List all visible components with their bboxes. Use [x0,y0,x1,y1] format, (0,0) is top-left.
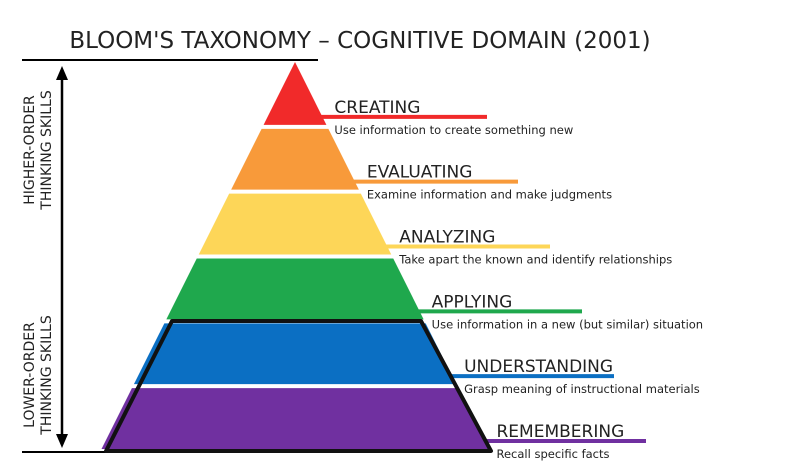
level-description: Take apart the known and identify relati… [398,253,672,267]
title: BLOOM'S TAXONOMY – COGNITIVE DOMAIN (200… [69,28,650,54]
pyramid-level [133,323,457,385]
higher-label: THINKING SKILLS [39,90,55,211]
level-name: REMEMBERING [497,422,625,442]
pyramid-level [166,258,424,320]
pyramid-level [101,388,489,449]
level-description: Grasp meaning of instructional materials [464,382,700,396]
arrow-head [56,434,68,448]
level-name: APPLYING [432,292,513,312]
pyramid-level [231,128,359,190]
level-description: Use information to create something new [334,123,573,137]
lower-order-outline [104,319,493,453]
pyramid-level [263,62,327,125]
level-name: CREATING [334,98,420,118]
arrow-head [56,66,68,80]
higher-label: HIGHER-ORDER [22,95,38,205]
level-description: Use information in a new (but similar) s… [432,317,703,331]
level-name: EVALUATING [367,163,473,183]
level-description: Recall specific facts [497,447,610,461]
level-name: ANALYZING [399,228,495,248]
level-name: UNDERSTANDING [464,357,613,377]
pyramid-level [198,193,392,255]
lower-label: LOWER-ORDER [22,322,38,428]
lower-label: THINKING SKILLS [39,315,55,436]
level-description: Examine information and make judgments [367,188,612,202]
